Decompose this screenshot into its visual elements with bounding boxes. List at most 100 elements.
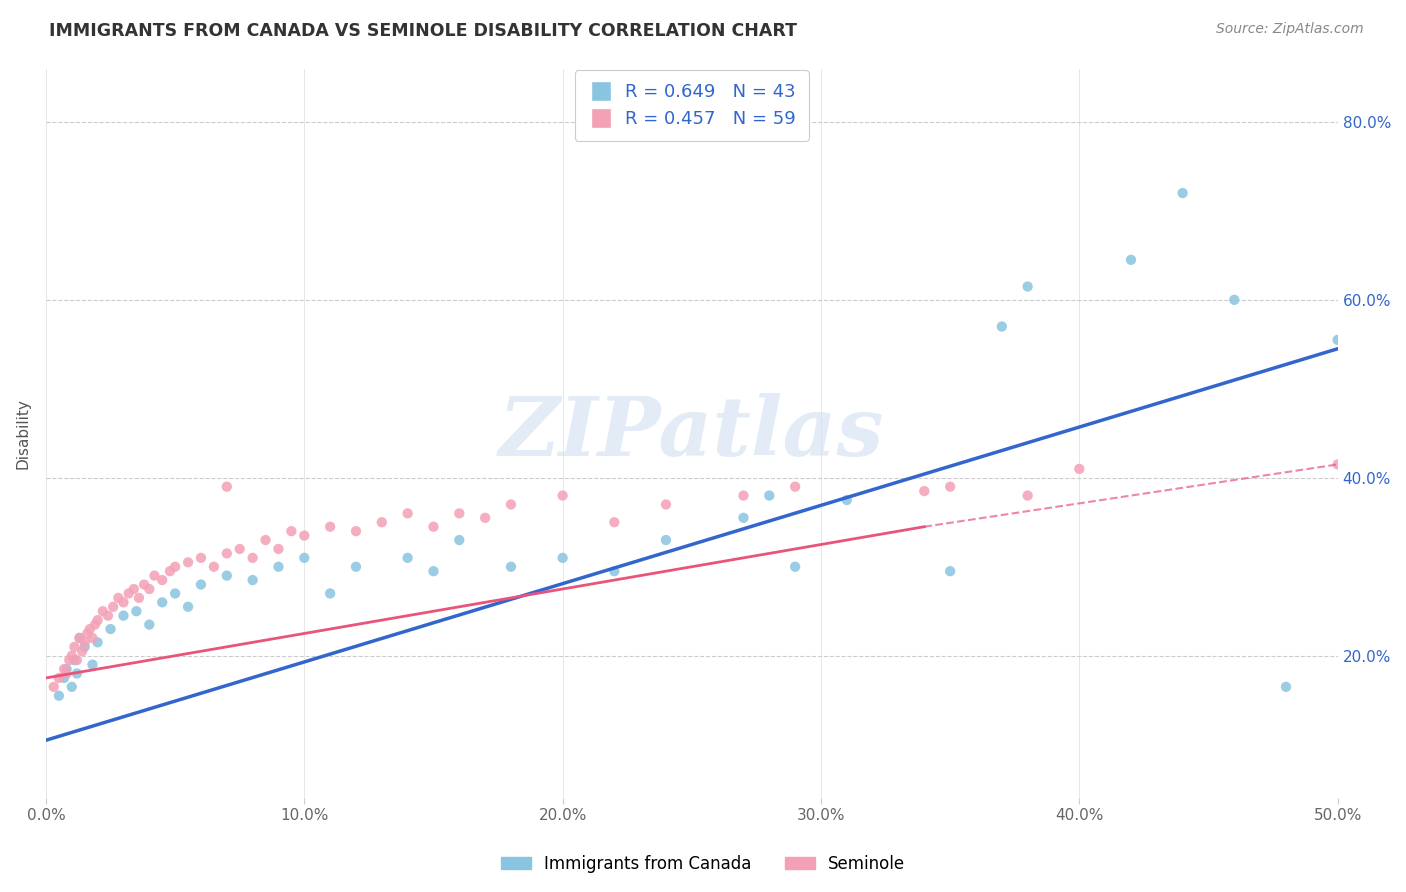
Point (422, 564, 444, 578)
Point (551, 489, 574, 503)
Point (134, 577, 156, 591)
Point (499, 559, 522, 574)
Point (125, 604, 148, 618)
Point (82, 657, 104, 672)
Point (100, 622, 122, 636)
Point (112, 595, 135, 609)
Text: IMMIGRANTS FROM CANADA VS SEMINOLE DISABILITY CORRELATION CHART: IMMIGRANTS FROM CANADA VS SEMINOLE DISAB… (49, 22, 797, 40)
Point (939, 564, 962, 578)
Point (82, 631, 104, 645)
Point (165, 559, 187, 574)
Point (190, 577, 212, 591)
Point (66, 653, 89, 667)
Point (53, 662, 76, 676)
Point (655, 498, 678, 512)
Y-axis label: Disability: Disability (15, 398, 30, 468)
Point (1017, 279, 1039, 293)
Point (603, 515, 626, 529)
Point (292, 550, 315, 565)
Point (215, 480, 238, 494)
Point (991, 319, 1014, 334)
Point (1275, 680, 1298, 694)
Point (55, 666, 77, 681)
Point (912, 484, 935, 499)
Point (84, 617, 107, 632)
Point (242, 573, 264, 587)
Point (177, 555, 200, 569)
Point (66, 666, 89, 681)
Point (190, 550, 212, 565)
Point (835, 493, 858, 508)
Point (733, 511, 755, 525)
Point (551, 550, 574, 565)
Point (1119, 252, 1142, 267)
Point (150, 595, 173, 609)
Point (1017, 489, 1039, 503)
Point (138, 582, 160, 596)
Point (150, 573, 173, 587)
Point (344, 524, 367, 538)
Point (159, 564, 181, 578)
Point (215, 546, 238, 560)
Point (73, 640, 96, 654)
Point (165, 586, 187, 600)
Point (177, 599, 200, 614)
Point (474, 511, 496, 525)
Point (939, 480, 962, 494)
Point (215, 568, 238, 582)
Point (1326, 458, 1348, 472)
Point (202, 559, 225, 574)
Point (1171, 186, 1194, 200)
Point (267, 559, 290, 574)
Point (242, 550, 264, 565)
Point (42, 680, 65, 694)
Point (785, 480, 807, 494)
Point (112, 608, 135, 623)
Point (254, 533, 277, 547)
Point (55, 662, 77, 676)
Point (97, 608, 120, 623)
Point (733, 489, 755, 503)
Point (53, 671, 76, 685)
Point (449, 507, 471, 521)
Legend: Immigrants from Canada, Seminole: Immigrants from Canada, Seminole (494, 848, 912, 880)
Point (48, 689, 70, 703)
Point (143, 568, 166, 582)
Point (122, 582, 145, 596)
Point (396, 507, 419, 521)
Point (319, 519, 342, 533)
Point (91, 604, 114, 618)
Point (48, 671, 70, 685)
Point (60, 648, 83, 663)
Point (101, 599, 124, 614)
Point (422, 519, 444, 533)
Point (117, 586, 139, 600)
Point (371, 515, 394, 529)
Text: Source: ZipAtlas.com: Source: ZipAtlas.com (1216, 22, 1364, 37)
Point (60, 680, 83, 694)
Point (69, 631, 91, 645)
Point (267, 541, 290, 556)
Point (79, 622, 101, 636)
Point (58, 653, 80, 667)
Point (396, 550, 419, 565)
Point (86, 613, 108, 627)
Point (785, 559, 807, 574)
Legend: R = 0.649   N = 43, R = 0.457   N = 59: R = 0.649 N = 43, R = 0.457 N = 59 (575, 70, 808, 141)
Point (758, 489, 780, 503)
Point (73, 635, 96, 649)
Point (76, 626, 98, 640)
Text: ZIPatlas: ZIPatlas (499, 393, 884, 474)
Point (319, 586, 342, 600)
Point (1223, 293, 1246, 307)
Point (63, 640, 86, 654)
Point (280, 524, 302, 538)
Point (63, 653, 86, 667)
Point (1069, 462, 1091, 476)
Point (70, 644, 93, 658)
Point (107, 591, 129, 605)
Point (228, 541, 250, 556)
Point (1326, 333, 1348, 347)
Point (128, 591, 150, 605)
Point (86, 635, 108, 649)
